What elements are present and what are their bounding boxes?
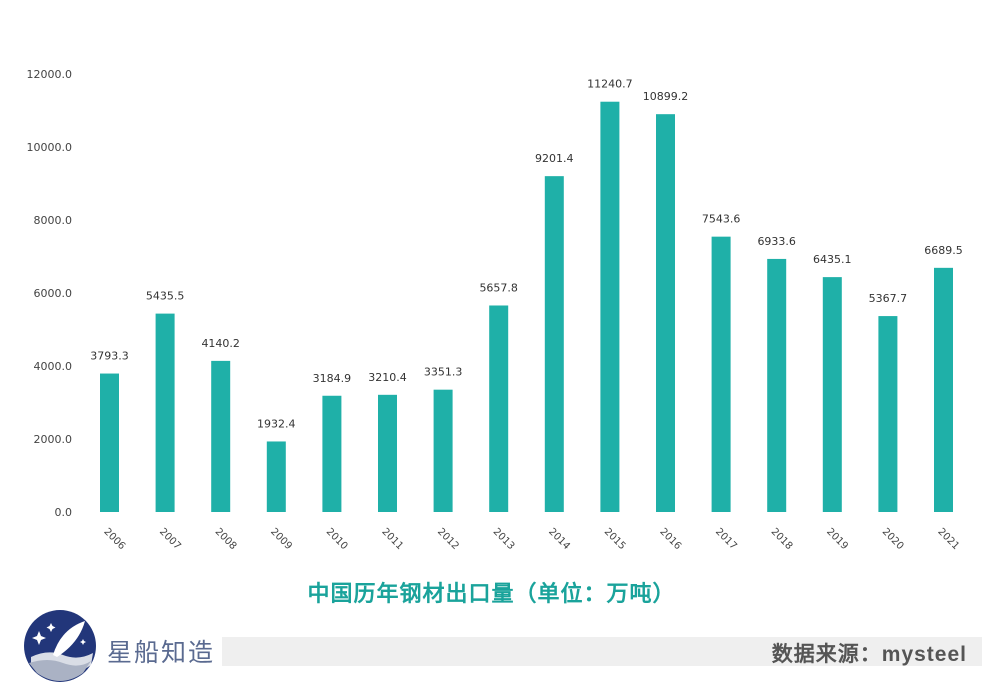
data-label: 6933.6 bbox=[757, 235, 796, 248]
data-label: 3210.4 bbox=[368, 371, 407, 384]
bar-2016 bbox=[656, 114, 675, 512]
bar-2010 bbox=[322, 395, 342, 512]
x-tick-label: 2006 bbox=[101, 526, 127, 552]
bar-chart: 0.0 2000.0 4000.0 6000.0 8000.0 10000.0 12000.… bbox=[27, 68, 963, 552]
data-label: 1932.4 bbox=[257, 417, 296, 430]
x-tick-label: 2013 bbox=[491, 526, 517, 552]
y-tick-label: 6000.0 bbox=[34, 287, 73, 300]
y-tick-label: 10000.0 bbox=[27, 141, 73, 154]
y-tick-label: 2000.0 bbox=[34, 433, 73, 446]
data-label: 11240.7 bbox=[587, 78, 633, 91]
data-label: 5367.7 bbox=[869, 292, 908, 305]
data-label: 5657.8 bbox=[479, 281, 518, 294]
bar-2006 bbox=[100, 373, 119, 512]
footer-bar bbox=[222, 637, 982, 666]
data-label: 7543.6 bbox=[702, 213, 741, 226]
x-tick-label: 2021 bbox=[935, 526, 961, 552]
x-tick-label: 2011 bbox=[379, 526, 405, 552]
data-label: 10899.2 bbox=[643, 90, 689, 103]
bar-2015 bbox=[600, 101, 620, 512]
x-tick-label: 2009 bbox=[268, 526, 294, 552]
logo-icon bbox=[24, 610, 96, 682]
data-labels: 3793.3 5435.5 4140.2 1932.4 3184.9 3210.4 3351… bbox=[90, 78, 963, 431]
bar-2007 bbox=[155, 313, 175, 512]
x-tick-label: 2012 bbox=[435, 526, 461, 552]
data-label: 6689.5 bbox=[924, 244, 963, 257]
x-axis: 2006 2007 2008 2009 2010 2011 2012 2013 2014 2015… bbox=[101, 526, 961, 552]
y-tick-label: 12000.0 bbox=[27, 68, 73, 81]
brand-name: 星船知造 bbox=[107, 638, 216, 667]
bar-2019 bbox=[822, 277, 842, 512]
data-label: 5435.5 bbox=[146, 290, 185, 303]
x-tick-label: 2008 bbox=[213, 526, 239, 552]
bar-2012 bbox=[433, 389, 453, 512]
bar-2014 bbox=[544, 176, 564, 512]
data-label: 3793.3 bbox=[90, 350, 129, 363]
bar-2021 bbox=[934, 267, 953, 512]
bar-2013 bbox=[489, 305, 509, 512]
data-label: 6435.1 bbox=[813, 253, 852, 266]
y-tick-label: 0.0 bbox=[55, 506, 73, 519]
bar-2008 bbox=[211, 360, 231, 512]
bar-2020 bbox=[878, 316, 898, 512]
y-tick-label: 8000.0 bbox=[34, 214, 73, 227]
y-tick-label: 4000.0 bbox=[34, 360, 73, 373]
x-tick-label: 2014 bbox=[546, 526, 572, 552]
x-tick-label: 2016 bbox=[657, 526, 683, 552]
x-tick-label: 2015 bbox=[602, 526, 628, 552]
data-label: 9201.4 bbox=[535, 152, 574, 165]
x-tick-label: 2018 bbox=[769, 526, 795, 552]
bar-2017 bbox=[711, 236, 731, 512]
x-tick-label: 2017 bbox=[713, 526, 739, 552]
data-source: 数据来源：mysteel bbox=[771, 643, 967, 666]
x-tick-label: 2010 bbox=[324, 526, 350, 552]
x-tick-label: 2007 bbox=[157, 526, 183, 552]
chart-title: 中国历年钢材出口量（单位：万吨） bbox=[307, 582, 676, 607]
data-label: 4140.2 bbox=[201, 337, 240, 350]
y-axis: 0.0 2000.0 4000.0 6000.0 8000.0 10000.0 12000.… bbox=[27, 68, 73, 519]
data-label: 3351.3 bbox=[424, 366, 463, 379]
bar-2009 bbox=[266, 441, 286, 512]
data-label: 3184.9 bbox=[313, 372, 352, 385]
x-tick-label: 2020 bbox=[880, 526, 906, 552]
bars bbox=[100, 101, 953, 512]
bar-2011 bbox=[378, 394, 397, 512]
x-tick-label: 2019 bbox=[824, 526, 850, 552]
bar-2018 bbox=[767, 258, 787, 512]
